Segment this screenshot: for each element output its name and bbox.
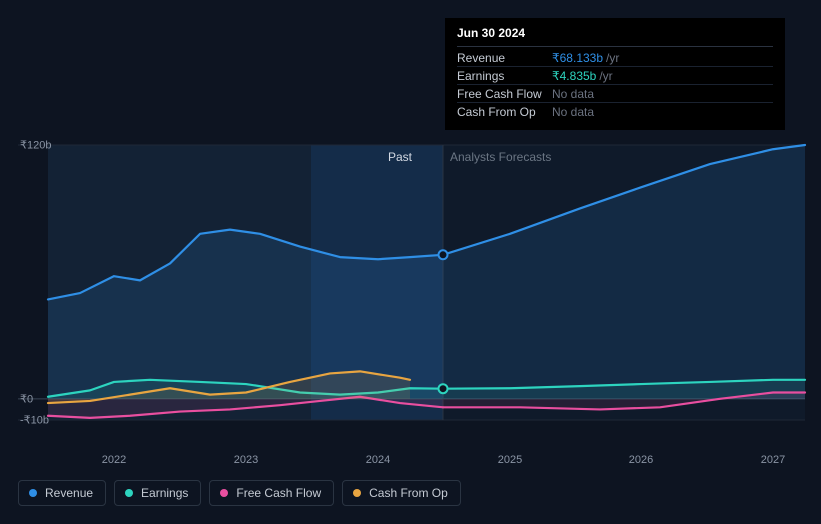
tooltip-metric-label: Earnings [457, 69, 552, 83]
financial-chart: Jun 30 2024 Revenue₹68.133b/yrEarnings₹4… [0, 0, 821, 524]
tooltip-row: Cash From OpNo data [457, 103, 773, 120]
tooltip-date: Jun 30 2024 [457, 26, 773, 47]
legend-label: Earnings [141, 486, 188, 500]
tooltip-nodata: No data [552, 87, 594, 101]
legend-item-earnings[interactable]: Earnings [114, 480, 201, 506]
tooltip-row: Revenue₹68.133b/yr [457, 49, 773, 67]
x-axis-tick-label: 2024 [366, 454, 390, 466]
legend-dot-icon [353, 489, 361, 497]
legend-label: Cash From Op [369, 486, 448, 500]
past-label: Past [388, 150, 412, 164]
x-axis-tick-label: 2022 [102, 454, 126, 466]
tooltip-nodata: No data [552, 105, 594, 119]
x-axis-tick-label: 2027 [761, 454, 785, 466]
forecast-label: Analysts Forecasts [450, 150, 551, 164]
legend-item-cash-from-op[interactable]: Cash From Op [342, 480, 461, 506]
legend-dot-icon [29, 489, 37, 497]
legend-item-revenue[interactable]: Revenue [18, 480, 106, 506]
x-axis-tick-label: 2025 [498, 454, 522, 466]
x-axis-tick-label: 2023 [234, 454, 258, 466]
legend-item-free-cash-flow[interactable]: Free Cash Flow [209, 480, 334, 506]
legend-label: Revenue [45, 486, 93, 500]
legend-label: Free Cash Flow [236, 486, 321, 500]
chart-tooltip: Jun 30 2024 Revenue₹68.133b/yrEarnings₹4… [445, 18, 785, 130]
tooltip-row: Earnings₹4.835b/yr [457, 67, 773, 85]
tooltip-suffix: /yr [599, 69, 612, 83]
tooltip-metric-label: Cash From Op [457, 105, 552, 119]
y-axis-tick-label: ₹120b [20, 139, 51, 152]
legend-dot-icon [125, 489, 133, 497]
tooltip-metric-label: Revenue [457, 51, 552, 65]
y-axis-tick-label: -₹10b [20, 414, 49, 427]
x-axis-tick-label: 2026 [629, 454, 653, 466]
chart-legend: Revenue Earnings Free Cash Flow Cash From O… [18, 480, 461, 506]
tooltip-suffix: /yr [606, 51, 619, 65]
tooltip-row: Free Cash FlowNo data [457, 85, 773, 103]
tooltip-metric-value: ₹68.133b [552, 51, 603, 65]
tooltip-metric-label: Free Cash Flow [457, 87, 552, 101]
legend-dot-icon [220, 489, 228, 497]
y-axis-tick-label: ₹0 [20, 392, 33, 405]
tooltip-metric-value: ₹4.835b [552, 69, 596, 83]
